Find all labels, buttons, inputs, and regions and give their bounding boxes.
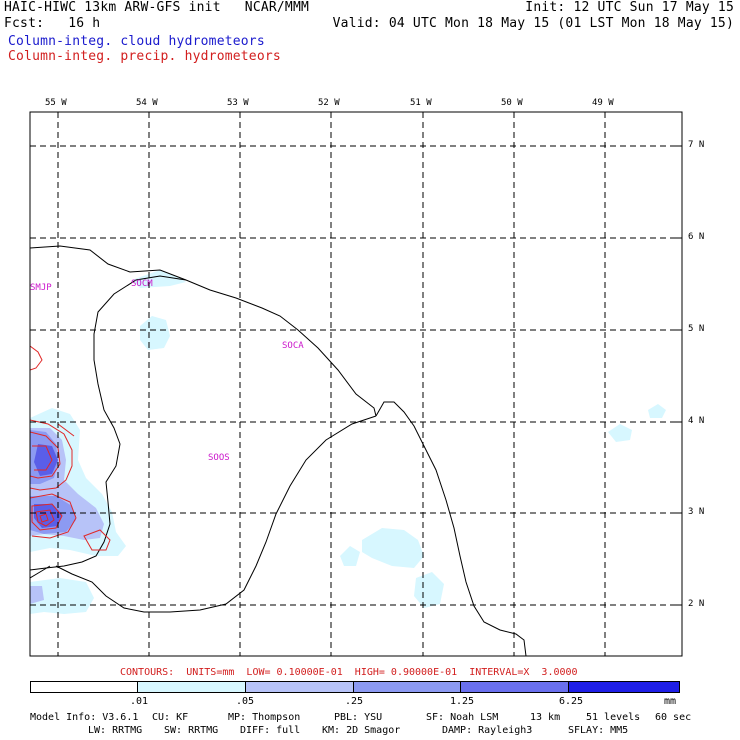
station-label: SOOS [208,453,230,463]
colorbar-tick: .25 [345,696,364,707]
colorbar-segment [353,682,462,692]
lon-label: 51 W [410,98,432,108]
init-time: Init: 12 UTC Sun 17 May 15 [525,0,734,15]
precip-contour [35,509,55,527]
legend-precip: Column-integ. precip. hydrometeors [8,49,281,64]
lon-label: 52 W [318,98,340,108]
lon-label: 54 W [136,98,158,108]
lat-label: 7 N [688,140,705,150]
lon-label: 53 W [227,98,249,108]
cloud-shading [30,270,666,614]
map-frame [29,111,683,657]
graticule [30,112,682,656]
coastline [30,245,527,656]
colorbar-tick: 6.25 [559,696,584,707]
precip-contour [39,513,49,523]
station-label: SOCA [282,341,304,351]
legend-cloud: Column-integ. cloud hydrometeors [8,34,265,49]
colorbar-segment [31,682,138,692]
precip-contour [30,431,61,479]
footer-item: MP: Thompson [228,712,301,723]
colorbar-segment [245,682,354,692]
footer-item: SFLAY: MM5 [568,725,629,736]
colorbar-tick: .05 [236,696,255,707]
lon-label: 50 W [501,98,523,108]
cloud-shade-dark [34,444,58,476]
cloud-shade-light [30,586,44,604]
footer-item: Model Info: V3.6.1 [30,712,139,723]
cloud-shade-lightest [362,528,424,568]
footer-item: DIFF: full [240,725,301,736]
footer-item: DAMP: Rayleigh3 [442,725,533,736]
precip-contours [30,345,111,551]
lat-label: 6 N [688,232,705,242]
coastline-path [375,401,527,656]
cloud-shade-lightest [340,546,360,566]
footer-item: SF: Noah LSM [426,712,499,723]
footer-item: LW: RRTMG [88,725,143,736]
precip-contour [57,423,75,437]
precip-contour [31,503,63,531]
lat-label: 4 N [688,416,705,426]
precip-contour [32,445,53,471]
precip-contour [30,345,43,371]
footer-item: KM: 2D Smagor [322,725,401,736]
valid-time: Valid: 04 UTC Mon 18 May 15 (01 LST Mon … [332,16,734,31]
contour-info: CONTOURS: UNITS=mm LOW= 0.10000E-01 HIGH… [120,667,578,678]
footer-item: 60 sec [655,712,692,723]
colorbar-tick: 1.25 [450,696,475,707]
station-label: SOCM [131,279,153,289]
cloud-shade-lightest [140,316,170,350]
footer-item: PBL: YSU [334,712,383,723]
cloud-shade-dark [34,504,62,528]
footer-item: CU: KF [152,712,189,723]
footer-item: 13 km [530,712,561,723]
colorbar [30,681,680,693]
colorbar-unit: mm [664,696,677,707]
precip-contour [30,419,73,491]
border-path [30,275,187,571]
border-path [30,565,51,579]
cloud-shade-lightest [414,572,444,608]
lat-label: 3 N [688,507,705,517]
coastline-path [30,245,377,417]
precip-contour [83,529,111,551]
colorbar-segment [137,682,246,692]
precip-contour [30,493,77,539]
plot-title: HAIC-HIWC 13km ARW-GFS init NCAR/MMM [4,0,310,15]
colorbar-tick: .01 [130,696,149,707]
forecast-hour: Fcst: 16 h [4,16,101,31]
footer-item: 51 levels [586,712,641,723]
axis-ticks [57,112,682,606]
lat-label: 2 N [688,599,705,609]
cloud-shade-lightest [648,404,666,418]
colorbar-segment [569,682,680,692]
lon-label: 49 W [592,98,614,108]
cloud-shade-lightest [608,424,632,442]
cloud-shade-lightest [132,270,186,288]
colorbar-segment [461,682,570,692]
lon-label: 55 W [45,98,67,108]
footer-item: SW: RRTMG [164,725,219,736]
border-path [55,415,377,613]
lat-label: 5 N [688,324,705,334]
station-label: SMJP [30,283,52,293]
